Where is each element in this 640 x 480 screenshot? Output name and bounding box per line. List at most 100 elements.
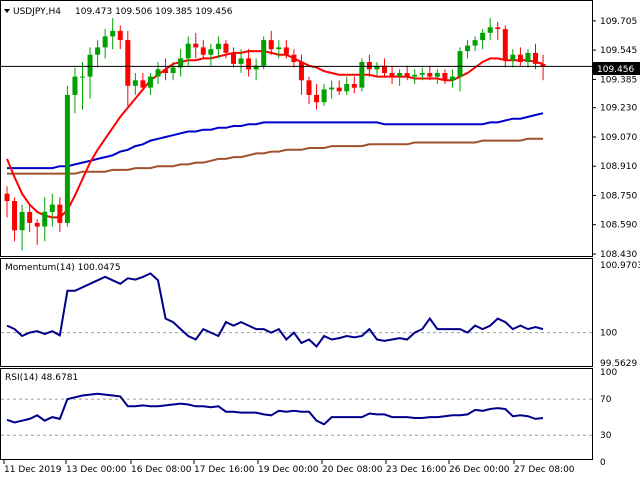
candle-body [170,67,176,73]
candle-body [525,52,531,62]
candle[interactable] [200,40,206,59]
momentum-tick-label: 100.9703 [600,261,640,271]
candle[interactable] [397,69,403,86]
candle[interactable] [147,73,153,95]
candle[interactable] [132,73,138,95]
candle[interactable] [87,47,93,99]
candle[interactable] [382,58,387,77]
candle[interactable] [231,47,236,68]
candle[interactable] [283,40,289,59]
candle[interactable] [442,69,448,84]
candle[interactable] [49,193,55,227]
candle[interactable] [34,219,40,245]
candle[interactable] [72,67,78,114]
candle[interactable] [125,30,131,106]
candle[interactable] [495,21,501,41]
candle[interactable] [487,18,493,41]
candle[interactable] [19,204,25,251]
candle[interactable] [276,40,282,59]
candle[interactable] [533,43,538,70]
candle[interactable] [178,49,184,77]
candle[interactable] [419,67,425,81]
candle[interactable] [321,84,327,106]
candle[interactable] [223,40,229,59]
candle[interactable] [253,58,259,81]
price-tick-label: 108.430 [600,250,637,260]
candle[interactable] [510,49,516,68]
candle[interactable] [336,80,342,95]
candle[interactable] [359,58,365,92]
candle[interactable] [412,69,418,84]
candle[interactable] [291,49,297,68]
candle[interactable] [457,47,463,92]
candle[interactable] [42,197,48,242]
candle[interactable] [95,40,101,68]
candle[interactable] [163,58,169,81]
symbol-dropdown-icon[interactable] [4,9,10,13]
candle[interactable] [389,65,395,84]
candle[interactable] [117,25,123,50]
candle[interactable] [427,65,433,81]
candle[interactable] [306,76,312,105]
candle[interactable] [404,65,410,81]
candle-body [465,45,471,52]
candle[interactable] [449,69,455,88]
candle-body [223,43,229,53]
rsi-plot-frame [0,368,593,460]
rsi-label: RSI(14) 48.6781 [5,373,78,383]
candle[interactable] [502,25,508,68]
candle[interactable] [472,36,478,52]
time-tick-label: 11 Dec 2019 [4,465,62,475]
candle-body [261,40,267,66]
candle-body [540,63,546,67]
candle[interactable] [140,73,146,92]
candle-body [359,62,365,88]
candle[interactable] [4,186,10,218]
candle[interactable] [517,47,523,66]
candle[interactable] [540,54,546,81]
candle-body [495,27,501,30]
candle[interactable] [170,62,176,81]
candle[interactable] [57,197,63,233]
candle[interactable] [185,36,191,66]
candlesticks[interactable] [4,18,546,251]
candle[interactable] [102,29,108,59]
candle[interactable] [12,197,18,242]
momentum-tick-label: 99.5629 [600,359,637,369]
candle[interactable] [80,62,85,110]
rsi-indicator [1,392,592,436]
candle-body [231,52,236,64]
candle[interactable] [434,69,440,84]
candle[interactable] [298,54,304,95]
candle[interactable] [261,36,267,70]
candle[interactable] [314,84,320,110]
chart-ohlc: 109.473 109.506 109.385 109.456 [75,7,233,17]
candle-body [178,58,184,68]
candle[interactable] [27,204,33,233]
candle[interactable] [374,62,380,77]
candle[interactable] [110,18,116,50]
candle[interactable] [465,40,471,59]
candle-body [329,87,335,90]
candle[interactable] [525,49,531,68]
candle[interactable] [238,49,244,73]
candle[interactable] [329,80,335,99]
candle[interactable] [351,76,357,94]
candle-body [4,193,10,201]
candle[interactable] [268,30,274,55]
price-tick-label: 109.230 [600,104,637,114]
candle[interactable] [366,54,372,77]
candle[interactable] [193,32,199,59]
candle[interactable] [344,76,350,95]
candle[interactable] [64,85,70,227]
candle[interactable] [208,43,214,66]
candle[interactable] [480,29,486,50]
candle-body [502,29,508,61]
candle[interactable] [246,49,252,77]
candle[interactable] [155,62,161,84]
candle[interactable] [215,36,221,59]
candle-body [404,73,410,77]
candle-body [132,80,138,86]
candle-body [427,73,433,77]
